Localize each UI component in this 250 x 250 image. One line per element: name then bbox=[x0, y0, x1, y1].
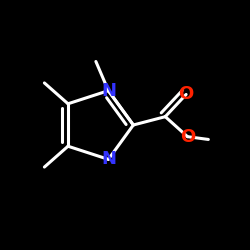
Text: N: N bbox=[101, 82, 116, 100]
Text: N: N bbox=[101, 150, 116, 168]
Text: O: O bbox=[180, 128, 195, 146]
Text: O: O bbox=[178, 86, 194, 103]
